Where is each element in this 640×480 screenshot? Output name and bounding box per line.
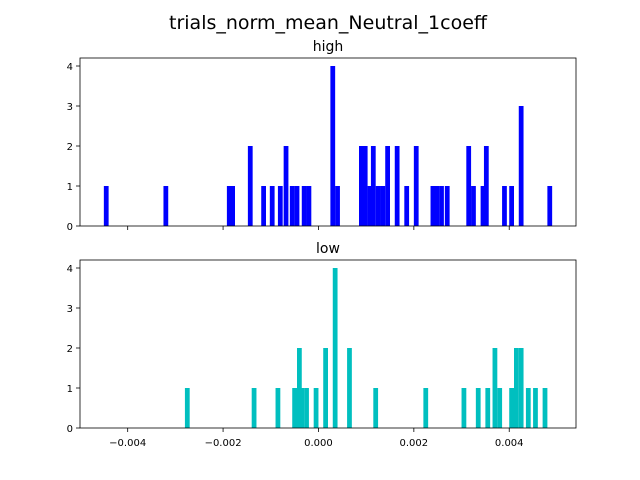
x-tick-label: −0.004 (109, 438, 146, 449)
histogram-bar (370, 146, 376, 226)
histogram-bar (502, 186, 507, 226)
histogram-bar (275, 388, 281, 428)
histogram-bar (362, 146, 368, 226)
y-tick-label: 1 (67, 384, 73, 395)
y-tick-label: 4 (67, 264, 73, 275)
histogram-bar (434, 186, 440, 226)
axes-frame (79, 259, 577, 429)
histogram-bar (380, 186, 386, 226)
histogram-bar (509, 186, 514, 226)
histogram-bar (367, 186, 373, 226)
bars (103, 66, 553, 226)
histogram-bar (471, 186, 476, 226)
histogram-bar (533, 388, 538, 428)
histogram-bar (323, 348, 328, 428)
histogram-bar (423, 388, 429, 428)
histogram-bar (306, 186, 312, 226)
histogram-bar (497, 388, 503, 428)
x-tick-label: −0.002 (205, 438, 242, 449)
subplot-title: high (313, 39, 344, 55)
histogram-bar (444, 186, 450, 226)
histogram-bar (413, 146, 419, 226)
histogram-bar (385, 146, 390, 226)
histogram-bar (485, 388, 491, 428)
histogram-bar (404, 186, 410, 226)
subplot-high: high 0 1 2 3 4 (67, 39, 577, 233)
y-tick-label: 1 (67, 182, 73, 193)
histogram-bar (283, 146, 289, 226)
histogram-bar (269, 186, 275, 226)
histogram-bar (226, 186, 232, 226)
histogram-bar (359, 146, 364, 226)
histogram-bar (304, 388, 309, 428)
histogram-bar (430, 186, 436, 226)
histogram-bar (289, 186, 295, 226)
histogram-bar (514, 348, 519, 428)
histogram-bar (525, 388, 531, 428)
y-tick-label: 3 (67, 304, 73, 315)
histogram-bar (247, 146, 253, 226)
figure-title: trials_norm_mean_Neutral_1coeff (169, 12, 488, 34)
axes-frame (79, 57, 577, 227)
histogram-bar (335, 186, 340, 226)
histogram-bar (330, 66, 336, 226)
x-tick-label: 0.000 (304, 438, 333, 449)
y-tick-label: 4 (67, 62, 73, 73)
histogram-bar (103, 186, 109, 226)
histogram-bar (509, 388, 514, 428)
histogram-bar (518, 106, 524, 226)
histogram-bar (299, 388, 305, 428)
histogram-bar (251, 388, 257, 428)
y-tick-label: 0 (67, 424, 73, 435)
histogram-bar (394, 146, 400, 226)
histogram-bar (313, 388, 319, 428)
histogram-bar (475, 388, 481, 428)
histogram-bar (301, 186, 307, 226)
histogram-bar (277, 186, 283, 226)
histogram-bar (347, 348, 352, 428)
histogram-bar (483, 146, 489, 226)
y-tick-label: 2 (67, 344, 73, 355)
histogram-bar (261, 186, 266, 226)
x-tick-label: 0.002 (400, 438, 429, 449)
subplot-low: low 0 1 2 3 4 −0.004 −0.002 0.000 0.002 0.004 (67, 241, 577, 449)
histogram-bar (163, 186, 169, 226)
histogram-bar (547, 186, 553, 226)
histogram-bar (294, 186, 300, 226)
histogram-bar (375, 186, 381, 226)
x-tick-label: 0.004 (495, 438, 524, 449)
y-tick-label: 2 (67, 142, 73, 153)
histogram-bar (542, 388, 548, 428)
histogram-bar (461, 388, 467, 428)
y-tick-label: 0 (67, 222, 73, 233)
histogram-bar (518, 348, 524, 428)
histogram-bar (492, 348, 498, 428)
histogram-bar (373, 388, 379, 428)
bars (184, 268, 548, 428)
histogram-bar (292, 388, 297, 428)
y-tick-label: 3 (67, 102, 73, 113)
histogram-bar (439, 186, 444, 226)
histogram-bar (332, 268, 338, 428)
histogram-bar (480, 186, 486, 226)
histogram-bar (184, 388, 190, 428)
histogram-bar (230, 186, 235, 226)
subplot-title: low (316, 241, 340, 257)
histogram-bar (466, 146, 472, 226)
